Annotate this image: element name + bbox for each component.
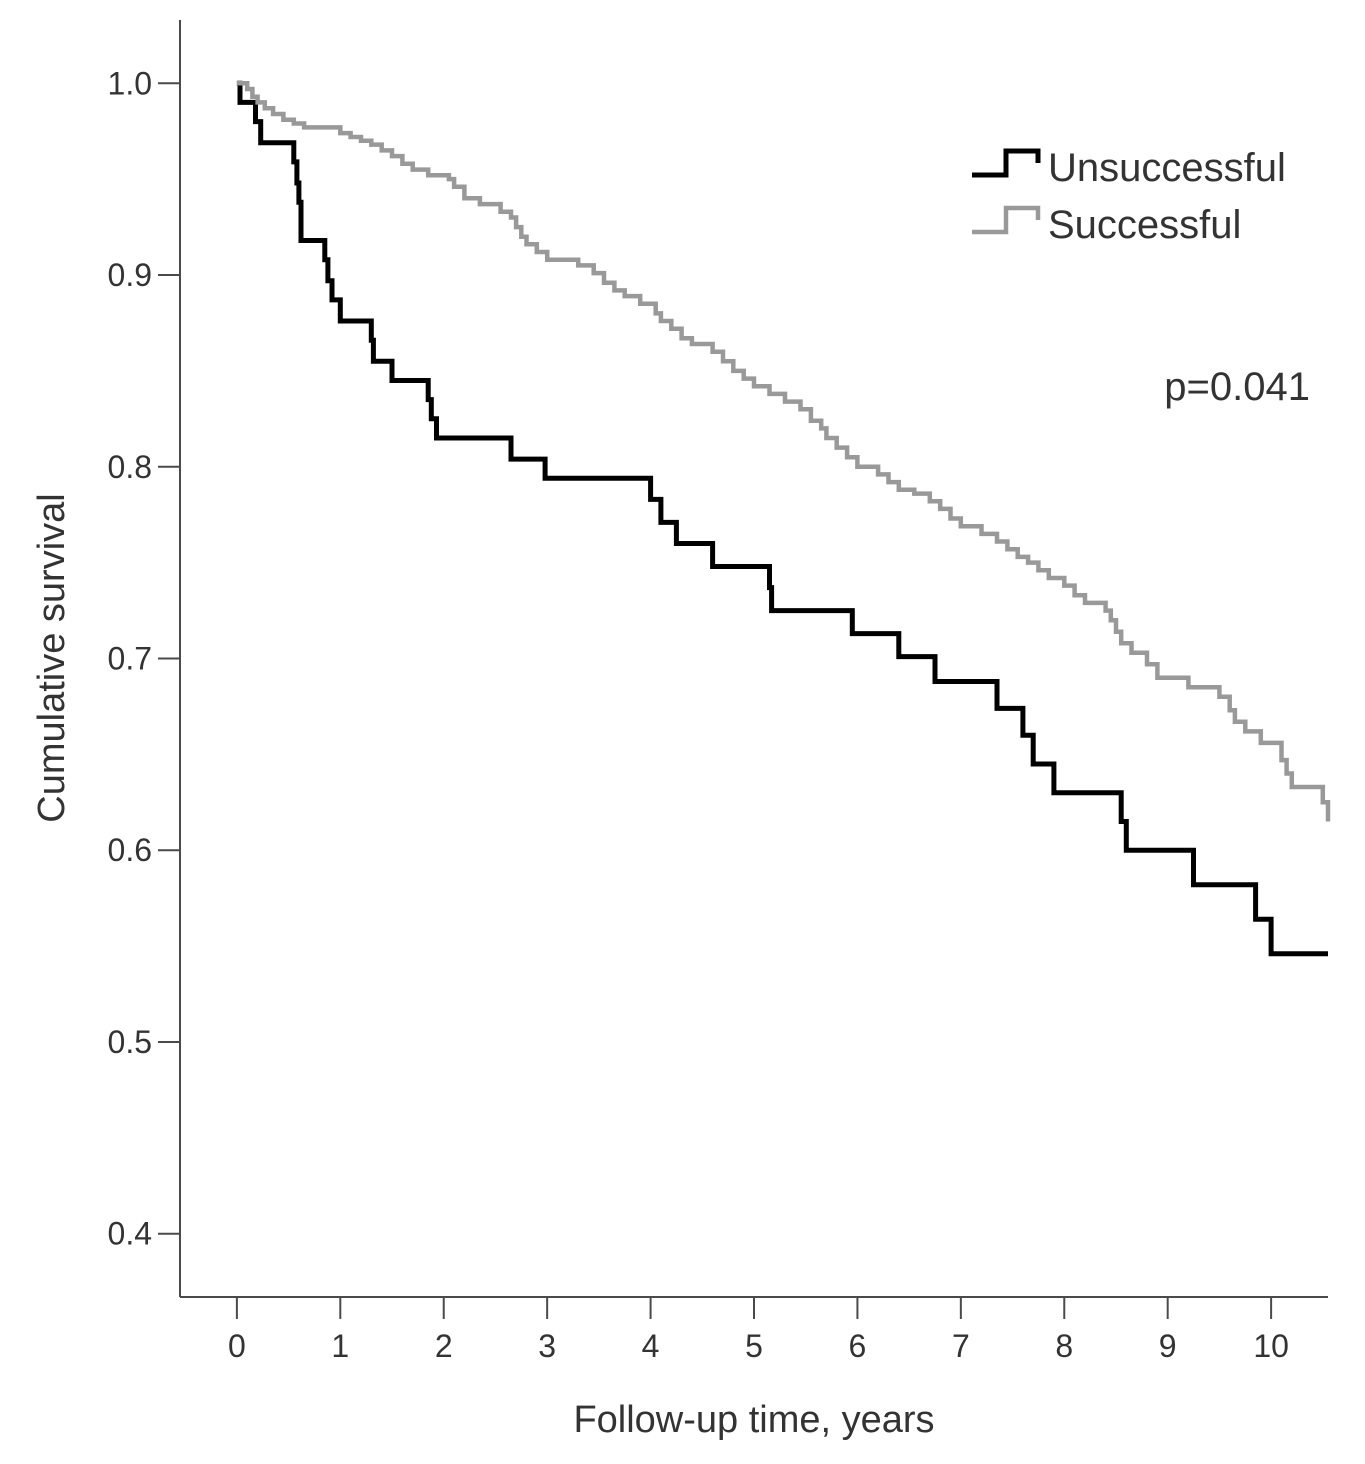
x-tick-label-3: 3 — [538, 1328, 556, 1364]
y-tick-label-0.4: 0.4 — [108, 1216, 152, 1252]
y-tick-label-0.7: 0.7 — [108, 641, 152, 677]
y-tick-label-0.5: 0.5 — [108, 1024, 152, 1060]
p-value-annotation: p=0.041 — [1164, 365, 1310, 409]
y-axis-label: Cumulative survival — [31, 493, 73, 822]
x-tick-label-1: 1 — [331, 1328, 349, 1364]
x-tick-label-0: 0 — [228, 1328, 246, 1364]
legend-label-successful: Successful — [1048, 203, 1241, 247]
series-layer — [236, 80, 1331, 957]
x-axis-label: Follow-up time, years — [573, 1399, 934, 1441]
y-tick-label-1.0: 1.0 — [108, 65, 152, 101]
x-tick-label-2: 2 — [435, 1328, 453, 1364]
x-tick-label-10: 10 — [1253, 1328, 1289, 1364]
x-tick-label-6: 6 — [849, 1328, 867, 1364]
x-tick-label-7: 7 — [952, 1328, 970, 1364]
legend: Unsuccessful Successful — [972, 146, 1286, 247]
x-tick-label-9: 9 — [1159, 1328, 1177, 1364]
series-line-successful — [236, 81, 1331, 822]
series-line-unsuccessful — [236, 80, 1328, 957]
x-ticks: 0 1 2 3 4 5 6 7 8 9 10 — [228, 1297, 1289, 1364]
legend-swatch-unsuccessful — [972, 148, 1041, 178]
y-tick-label-0.8: 0.8 — [108, 449, 152, 485]
x-tick-label-8: 8 — [1055, 1328, 1073, 1364]
legend-swatch-successful — [972, 205, 1041, 235]
x-tick-label-4: 4 — [642, 1328, 660, 1364]
y-ticks: 1.0 0.9 0.8 0.7 0.6 0.5 0.4 — [108, 65, 180, 1252]
legend-label-unsuccessful: Unsuccessful — [1048, 146, 1286, 190]
x-tick-label-5: 5 — [745, 1328, 763, 1364]
y-tick-label-0.6: 0.6 — [108, 832, 152, 868]
y-tick-label-0.9: 0.9 — [108, 257, 152, 293]
